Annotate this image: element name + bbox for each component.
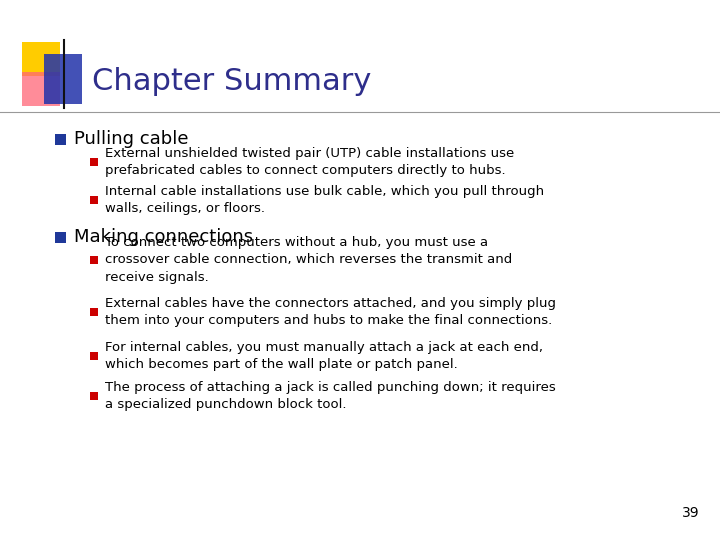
Text: To connect two computers without a hub, you must use a
crossover cable connectio: To connect two computers without a hub, … [105,236,512,284]
Bar [90,196,98,204]
Text: External cables have the connectors attached, and you simply plug
them into your: External cables have the connectors atta… [105,297,556,327]
Bar [55,134,66,145]
Bar [90,256,98,264]
Bar [22,42,60,76]
Bar [90,158,98,166]
Text: The process of attaching a jack is called punching down; it requires
a specializ: The process of attaching a jack is calle… [105,381,556,411]
Bar [44,54,82,104]
Text: Making connections: Making connections [74,228,253,246]
Bar [90,352,98,360]
Text: Internal cable installations use bulk cable, which you pull through
walls, ceili: Internal cable installations use bulk ca… [105,185,544,215]
Text: Pulling cable: Pulling cable [74,131,189,149]
Text: 39: 39 [683,506,700,520]
Bar [90,308,98,316]
Text: Chapter Summary: Chapter Summary [92,68,372,97]
Bar [90,392,98,400]
Text: External unshielded twisted pair (UTP) cable installations use
prefabricated cab: External unshielded twisted pair (UTP) c… [105,147,514,177]
Bar [55,232,66,243]
Bar [22,72,60,106]
Text: For internal cables, you must manually attach a jack at each end,
which becomes : For internal cables, you must manually a… [105,341,543,372]
